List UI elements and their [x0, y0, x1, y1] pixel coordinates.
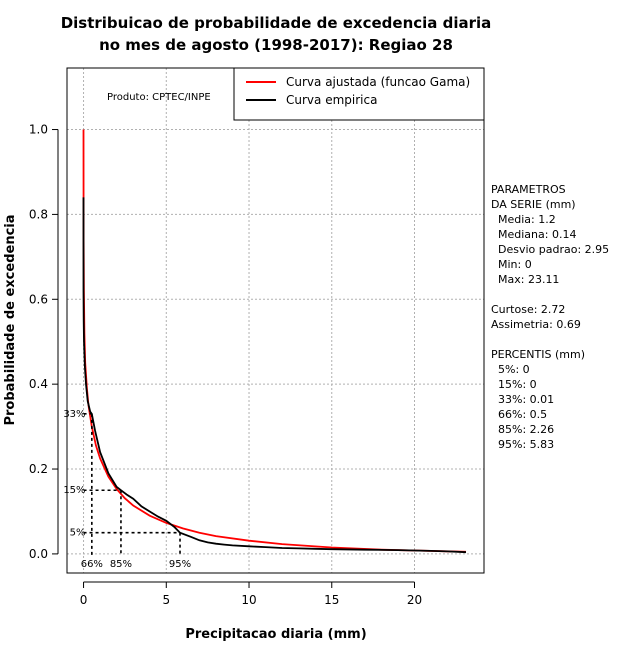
- percentile-x-label: 85%: [110, 559, 132, 570]
- y-tick-label: 0.2: [29, 462, 48, 476]
- x-tick-label: 10: [241, 593, 256, 607]
- side-stat-line: 85%: 2.26: [498, 423, 554, 436]
- x-tick-label: 20: [407, 593, 422, 607]
- fitted-gamma-curve: [82, 129, 467, 553]
- chart-title-line-1: Distribuicao de probabilidade de exceden…: [61, 14, 492, 32]
- x-tick-label: 15: [324, 593, 339, 607]
- side-stat-line: Assimetria: 0.69: [491, 318, 581, 331]
- percentile-y-label: 15%: [63, 485, 85, 496]
- y-tick-label: 0.6: [29, 292, 48, 306]
- x-axis-title: Precipitacao diaria (mm): [185, 627, 366, 642]
- side-stat-line: 66%: 0.5: [498, 408, 547, 421]
- side-stat-line: 15%: 0: [498, 378, 537, 391]
- side-stat-line: Max: 23.11: [498, 273, 559, 286]
- chart-title-line-2: no mes de agosto (1998-2017): Regiao 28: [99, 36, 453, 54]
- side-stat-line: DA SERIE (mm): [491, 198, 576, 211]
- side-stat-line: Curtose: 2.72: [491, 303, 565, 316]
- percentile-y-label: 33%: [63, 409, 85, 420]
- percentile-y-label: 5%: [70, 528, 86, 539]
- side-stat-line: Min: 0: [498, 258, 532, 271]
- percentile-x-label: 66%: [81, 559, 103, 570]
- x-tick-label: 5: [162, 593, 170, 607]
- side-stat-line: Mediana: 0.14: [498, 228, 576, 241]
- side-stat-line: 5%: 0: [498, 363, 530, 376]
- percentile-x-label: 95%: [169, 559, 191, 570]
- side-stat-line: PARAMETROS: [491, 183, 566, 196]
- legend-label: Curva ajustada (funcao Gama): [286, 75, 470, 89]
- legend-label: Curva empirica: [286, 93, 377, 107]
- side-stat-line: PERCENTIS (mm): [491, 348, 585, 361]
- y-tick-label: 0.8: [29, 207, 48, 221]
- side-stat-line: Media: 1.2: [498, 213, 556, 226]
- side-stat-line: Desvio padrao: 2.95: [498, 243, 609, 256]
- y-tick-label: 1.0: [29, 123, 48, 137]
- empirical-curve: [82, 197, 467, 554]
- side-stat-line: 33%: 0.01: [498, 393, 554, 406]
- product-label: Produto: CPTEC/INPE: [107, 92, 211, 103]
- y-tick-label: 0.4: [29, 377, 48, 391]
- legend-box: [233, 67, 485, 121]
- y-tick-label: 0.0: [29, 547, 48, 561]
- y-axis-title: Probabilidade de excedencia: [3, 214, 18, 425]
- side-stat-line: 95%: 5.83: [498, 438, 554, 451]
- x-tick-label: 0: [80, 593, 88, 607]
